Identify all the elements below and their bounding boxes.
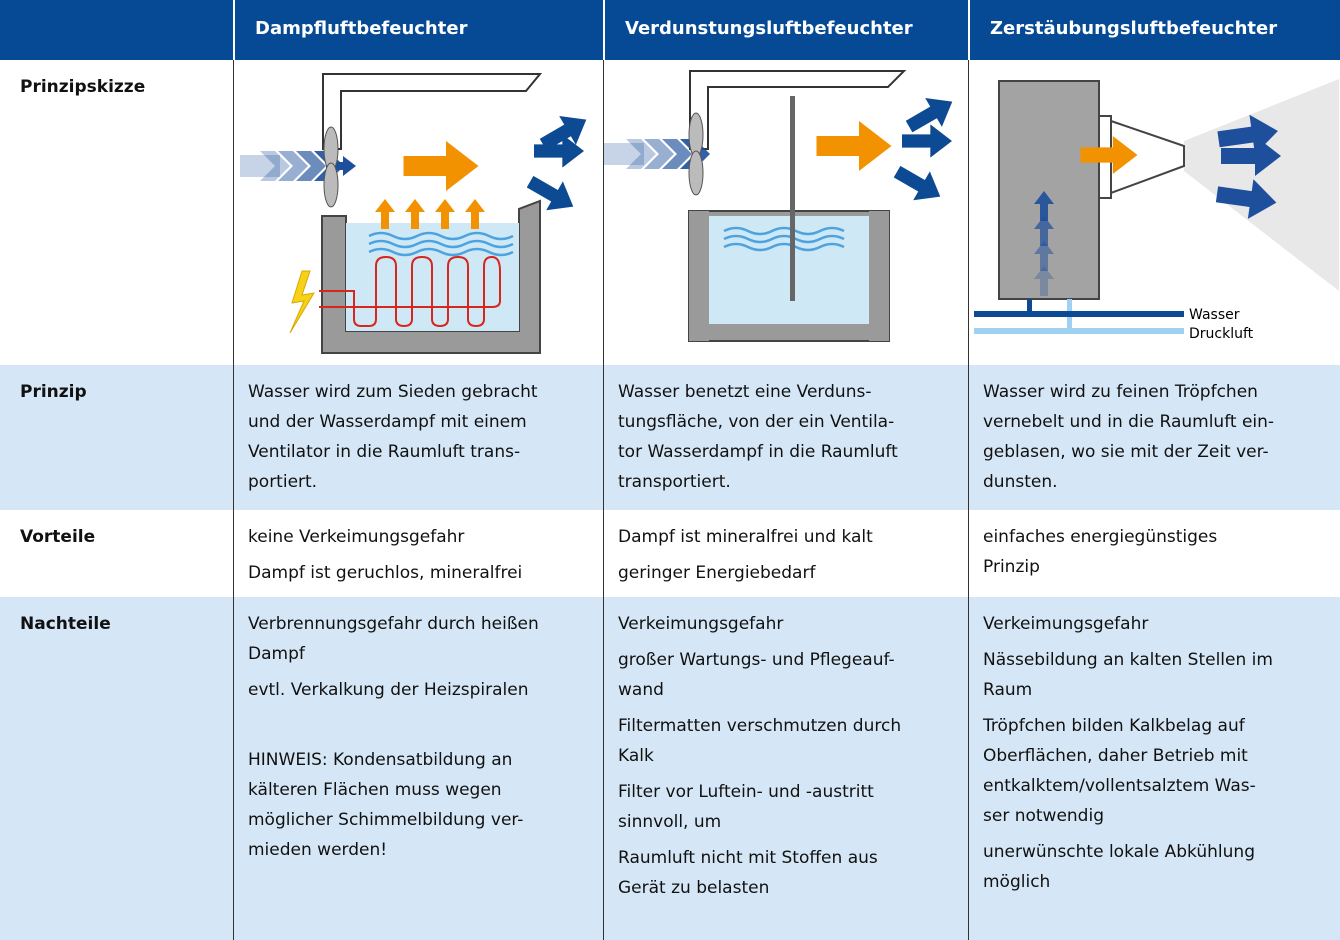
text-line: Verkeimungsgefahr xyxy=(618,614,784,634)
paragraph: Wasser wird zum Sieden gebracht und der W… xyxy=(248,377,603,497)
paragraph: unerwünschte lokale Abkühlung möglich xyxy=(983,837,1340,897)
text-line: großer Wartungs- und Pflegeauf- xyxy=(618,650,895,670)
column-divider xyxy=(233,60,234,940)
row-label: Prinzipskizze xyxy=(20,77,146,97)
text-line: Tröpfchen bilden Kalkbelag auf xyxy=(983,716,1245,736)
paragraph: keine Verkeimungsgefahr xyxy=(248,522,603,552)
text-line: mieden werden! xyxy=(248,840,388,860)
cell: Verkeimungsgefahr Nässebildung an kalten … xyxy=(968,609,1340,897)
text-line: einfaches energiegünstiges xyxy=(983,527,1218,547)
text-line: transportiert. xyxy=(618,472,731,492)
paragraph: evtl. Verkalkung der Heizspiralen xyxy=(248,675,603,705)
text-line: ser notwendig xyxy=(983,806,1104,826)
text-line: Dampf ist mineralfrei und kalt xyxy=(618,527,873,547)
paragraph: Verkeimungsgefahr xyxy=(983,609,1340,639)
paragraph: geringer Energiebedarf xyxy=(618,558,968,588)
paragraph: Wasser benetzt eine Verduns-tungsfläche,… xyxy=(618,377,968,497)
paragraph: Dampf ist mineralfrei und kalt xyxy=(618,522,968,552)
paragraph: Filter vor Luftein- und -austritt sinnvol… xyxy=(618,777,968,837)
text-line: vernebelt und in die Raumluft ein- xyxy=(983,412,1275,432)
text-line: wand xyxy=(618,680,664,700)
text-line: tungsfläche, von der ein Ventila- xyxy=(618,412,895,432)
cell: Wasser wird zum Sieden gebracht und der W… xyxy=(233,377,603,497)
text-line: Dampf xyxy=(248,644,305,664)
text-line: entkalktem/vollentsalztem Was- xyxy=(983,776,1256,796)
text-line: portiert. xyxy=(248,472,318,492)
column-header: Dampfluftbefeuchter xyxy=(233,0,603,60)
sketch-evaporation xyxy=(604,70,961,342)
row-label: Vorteile xyxy=(20,527,96,547)
row-background xyxy=(0,597,1340,940)
cell: Wasser benetzt eine Verduns-tungsfläche,… xyxy=(603,377,968,497)
text-line: möglicher Schimmelbildung ver- xyxy=(248,810,524,830)
cell: Verkeimungsgefahr großer Wartungs- und Pf… xyxy=(603,609,968,903)
cell: einfaches energiegünstiges Prinzip xyxy=(968,522,1340,582)
paragraph: Filtermatten verschmutzen durch Kalk xyxy=(618,711,968,771)
paragraph: Wasser wird zu feinen Tröpfchen vernebelt… xyxy=(983,377,1340,497)
text-line: Dampf ist geruchlos, mineralfrei xyxy=(248,563,523,583)
text-line: unerwünschte lokale Abkühlung xyxy=(983,842,1255,862)
sketch-label: Druckluft xyxy=(1189,326,1254,342)
text-line: Raum xyxy=(983,680,1033,700)
text-line: möglich xyxy=(983,872,1051,892)
column-header: Zerstäubungsluftbefeuchter xyxy=(968,0,1340,60)
text-line: HINWEIS: Kondensatbildung an xyxy=(248,750,513,770)
column-divider xyxy=(968,60,969,940)
sketch-steam xyxy=(240,73,595,354)
cell: Wasser wird zu feinen Tröpfchen vernebelt… xyxy=(968,377,1340,497)
text-line: Filtermatten verschmutzen durch xyxy=(618,716,902,736)
paragraph: großer Wartungs- und Pflegeauf-wand xyxy=(618,645,968,705)
text-line: Ventilator in die Raumluft trans- xyxy=(248,442,521,462)
text-line: tor Wasserdampf in die Raumluft xyxy=(618,442,898,462)
text-line: Gerät zu belasten xyxy=(618,878,770,898)
cell: Dampf ist mineralfrei und kalt geringer E… xyxy=(603,522,968,588)
text-line: Kalk xyxy=(618,746,654,766)
text-line: kälteren Flächen muss wegen xyxy=(248,780,502,800)
paragraph: Nässebildung an kalten Stellen im Raum xyxy=(983,645,1340,705)
paragraph: Verkeimungsgefahr xyxy=(618,609,968,639)
text-line: Wasser wird zum Sieden gebracht xyxy=(248,382,538,402)
text-line: sinnvoll, um xyxy=(618,812,722,832)
text-line: keine Verkeimungsgefahr xyxy=(248,527,465,547)
text-line: Wasser benetzt eine Verduns- xyxy=(618,382,872,402)
text-line: und der Wasserdampf mit einem xyxy=(248,412,527,432)
row-background xyxy=(0,365,1340,510)
text-line: dunsten. xyxy=(983,472,1058,492)
text-line: Verbrennungsgefahr durch heißen xyxy=(248,614,539,634)
text-line: Verkeimungsgefahr xyxy=(983,614,1149,634)
row-background xyxy=(0,510,1340,597)
paragraph: einfaches energiegünstiges Prinzip xyxy=(983,522,1340,582)
column-divider xyxy=(603,60,604,940)
text-line: Prinzip xyxy=(983,557,1040,577)
cell: Verbrennungsgefahr durch heißen Dampf evtl… xyxy=(233,609,603,865)
sketch-label: Wasser xyxy=(1189,307,1240,323)
paragraph: Tröpfchen bilden Kalkbelag auf Oberfläche… xyxy=(983,711,1340,831)
paragraph: Dampf ist geruchlos, mineralfrei xyxy=(248,558,603,588)
row-label: Nachteile xyxy=(20,614,111,634)
text-line: geblasen, wo sie mit der Zeit ver- xyxy=(983,442,1269,462)
text-line: Oberflächen, daher Betrieb mit xyxy=(983,746,1248,766)
paragraph: Verbrennungsgefahr durch heißen Dampf xyxy=(248,609,603,669)
sketch-atomizer: Wasser Druckluft xyxy=(974,79,1339,342)
column-header: Verdunstungsluftbefeuchter xyxy=(603,0,968,60)
cell: keine Verkeimungsgefahr Dampf ist geruchl… xyxy=(233,522,603,588)
row-label: Prinzip xyxy=(20,382,87,402)
text-line: Nässebildung an kalten Stellen im xyxy=(983,650,1273,670)
header-blank xyxy=(0,0,233,60)
text-line: Wasser wird zu feinen Tröpfchen xyxy=(983,382,1258,402)
text-line: Filter vor Luftein- und -austritt xyxy=(618,782,874,802)
paragraph: Raumluft nicht mit Stoffen aus Gerät zu b… xyxy=(618,843,968,903)
paragraph: HINWEIS: Kondensatbildung an kälteren Flä… xyxy=(248,745,603,865)
text-line: geringer Energiebedarf xyxy=(618,563,816,583)
text-line: Raumluft nicht mit Stoffen aus xyxy=(618,848,878,868)
text-line: evtl. Verkalkung der Heizspiralen xyxy=(248,680,529,700)
